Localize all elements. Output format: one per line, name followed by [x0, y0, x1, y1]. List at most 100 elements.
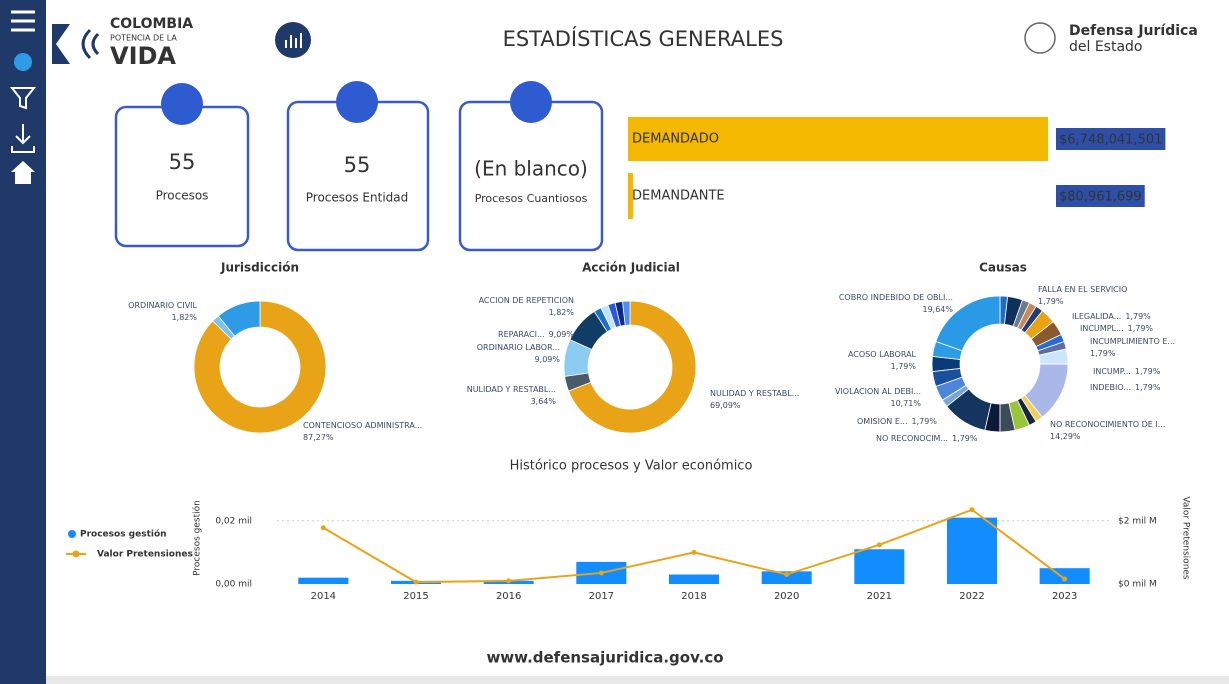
y2-axis-label: Valor Pretensiones — [1181, 496, 1191, 580]
slice-name: NULIDAD Y RESTABL... — [710, 389, 799, 398]
slice-value: 1,82% — [172, 313, 198, 322]
point — [506, 578, 512, 584]
value-label: $6,748,041,501 — [1059, 133, 1162, 148]
slice-value: 1,79% — [952, 434, 978, 443]
bottom-strip — [0, 676, 1229, 684]
slice-name: CONTENCIOSO ADMINISTRA... — [303, 421, 422, 430]
slice-value: 19,64% — [922, 305, 953, 314]
agency-emblem — [1024, 22, 1056, 54]
brand-logo-arc — [81, 28, 92, 60]
slice-label: FALLA EN EL SERVICIO 1,79% — [1038, 285, 1127, 306]
slice-name: NULIDAD Y RESTABL... — [467, 385, 556, 394]
slice-label: ILEGALIDA... 1,79% — [1072, 312, 1151, 321]
bar — [1039, 568, 1090, 584]
logo-icon[interactable] — [14, 53, 32, 71]
point — [691, 549, 697, 555]
slice — [567, 300, 697, 434]
point — [876, 542, 882, 548]
slice-name: NO RECONOCIM... — [876, 434, 948, 443]
card-value: (En blanco) — [474, 157, 588, 181]
bar — [946, 517, 998, 584]
bar — [668, 574, 720, 584]
slice-label: INDEBIO... 1,79% — [1090, 383, 1161, 392]
slice-name: ORDINARIO LABOR... — [477, 343, 560, 352]
slice-value: 14,29% — [1050, 432, 1081, 441]
filter-icon[interactable] — [9, 87, 37, 110]
y-axis-label: Procesos gestión — [192, 500, 203, 576]
slice-value: 9,09% — [535, 355, 561, 364]
slice-name: ACCION DE REPETICION — [479, 296, 574, 305]
slice-label: INCUMPLIMIENTO E... 1,79% — [1090, 337, 1175, 358]
point — [784, 572, 790, 578]
bar-category: DEMANDANTE — [632, 189, 725, 204]
footer-url[interactable]: www.defensajuridica.gov.co — [486, 649, 723, 667]
bar — [628, 173, 634, 219]
point — [413, 579, 419, 585]
slice-name: OMISION E... — [857, 417, 908, 426]
slice-name: INCUMP... — [1093, 367, 1131, 376]
y-tick-label: 0,00 mil — [215, 580, 252, 590]
slice-label: CONTENCIOSO ADMINISTRA... 87,27% — [303, 421, 422, 442]
x-tick-label: 2023 — [1052, 591, 1077, 602]
slice — [193, 300, 327, 434]
brand-line: VIDA — [110, 42, 176, 70]
card: 55 Procesos Entidad — [286, 81, 430, 252]
menu-icon[interactable] — [11, 10, 35, 32]
home-icon[interactable] — [11, 161, 35, 184]
bar-category: DEMANDADO — [632, 132, 719, 147]
point — [969, 507, 975, 513]
point — [1062, 576, 1068, 582]
card-label: Procesos Cuantiosos — [475, 192, 588, 205]
stats-icon-bars — [285, 33, 302, 48]
slice-label: INCUMP... 1,79% — [1093, 367, 1161, 376]
x-tick-label: 2021 — [867, 591, 892, 602]
slice — [935, 295, 1001, 352]
x-tick-label: 2022 — [959, 591, 984, 602]
y-tick-label: 0,02 mil — [215, 516, 252, 526]
slice-name: INDEBIO... — [1090, 383, 1131, 392]
slice-name: ORDINARIO CIVIL — [128, 301, 197, 310]
value-box — [1056, 185, 1145, 207]
slice — [217, 300, 261, 337]
card-value: 55 — [344, 153, 371, 177]
sidebar — [0, 0, 46, 684]
slice-label: ORDINARIO CIVIL 1,82% — [128, 301, 197, 322]
card-label: Procesos Entidad — [306, 191, 409, 205]
slice-label: VIOLACION AL DEBI... 10,71% — [835, 387, 921, 408]
slice-value: 1,79% — [912, 417, 938, 426]
slice-name: FALLA EN EL SERVICIO — [1038, 285, 1127, 294]
slice-label: INCUMPL... 1,79% — [1080, 324, 1153, 333]
slice-value: 1,79% — [891, 362, 917, 371]
slice-value: 3,64% — [531, 397, 557, 406]
slice-label: ORDINARIO LABOR... 9,09% — [477, 343, 561, 364]
x-tick-label: 2014 — [311, 591, 336, 602]
bar — [854, 549, 905, 584]
slice-value: 87,27% — [303, 433, 334, 442]
legend-label: Procesos gestión — [80, 529, 167, 540]
slice-name: VIOLACION AL DEBI... — [835, 387, 921, 396]
slice-value: 9,09% — [549, 330, 575, 339]
bar — [761, 571, 812, 584]
slice-label: NO RECONOCIM... 1,79% — [876, 434, 978, 443]
stats-icon — [275, 22, 311, 58]
slice-name: ACOSO LABORAL — [848, 350, 917, 359]
slice-value: 1,79% — [1128, 324, 1154, 333]
x-tick-label: 2015 — [403, 591, 428, 602]
card: (En blanco) Procesos Cuantiosos — [458, 81, 604, 252]
slice — [622, 300, 631, 326]
brand-logo-arc — [91, 32, 100, 56]
point — [598, 570, 604, 576]
legend-label: Valor Pretensiones — [97, 550, 193, 560]
slice-name: ILEGALIDA... — [1072, 312, 1121, 321]
x-tick-label: 2018 — [681, 591, 706, 602]
brand-line: POTENCIA DE LA — [110, 34, 177, 43]
download-icon[interactable] — [11, 124, 35, 153]
point — [320, 525, 326, 531]
slice-label: ACCION DE REPETICION 1,82% — [479, 296, 575, 317]
brand-line: COLOMBIA — [110, 16, 193, 32]
slice-value: 1,79% — [1038, 297, 1064, 306]
slice-label: NULIDAD Y RESTABL... 3,64% — [467, 385, 557, 406]
slice-value: 10,71% — [890, 399, 921, 408]
slice-name: INCUMPLIMIENTO E... — [1090, 337, 1175, 346]
